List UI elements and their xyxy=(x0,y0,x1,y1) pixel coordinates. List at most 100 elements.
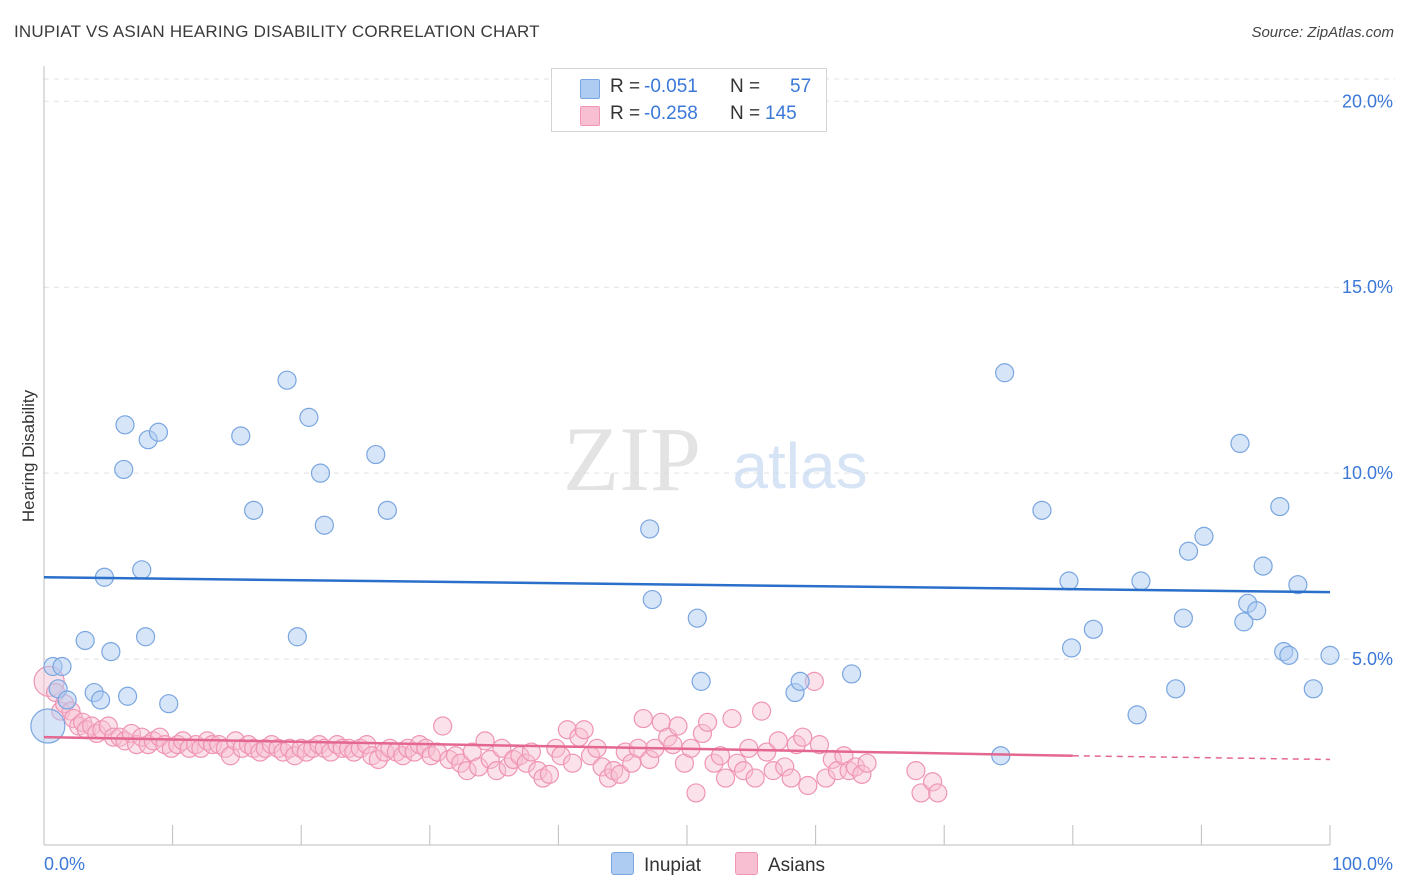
point-inupiat xyxy=(135,627,156,647)
trend-line-inupiat xyxy=(43,576,1331,594)
point-inupiat xyxy=(57,690,77,710)
point-asians xyxy=(852,764,872,784)
point-asians xyxy=(475,731,495,751)
point-asians xyxy=(516,753,536,773)
point-inupiat xyxy=(1194,526,1214,546)
point-inupiat xyxy=(642,589,662,610)
trend-line-asians-extension xyxy=(1072,755,1331,761)
point-asians xyxy=(768,731,788,751)
point-asians xyxy=(722,708,742,729)
legend-n-value: 57 xyxy=(790,76,812,97)
point-inupiat xyxy=(640,519,660,539)
point-asians xyxy=(727,753,747,773)
point-asians xyxy=(786,735,806,755)
point-asians xyxy=(663,735,683,755)
point-inupiat xyxy=(117,686,138,706)
legend-row-inupiat: R = -0.051 N = 57 xyxy=(552,74,826,102)
point-asians xyxy=(457,761,477,781)
trend-line-asians xyxy=(43,735,1073,758)
series-inupiat xyxy=(30,363,1340,766)
point-inupiat xyxy=(995,363,1015,383)
point-asians xyxy=(928,783,948,803)
point-inupiat xyxy=(310,463,331,483)
point-inupiat xyxy=(790,671,810,691)
x-tick-label: 100.0% xyxy=(1332,854,1393,874)
point-asians xyxy=(250,742,270,762)
legend-row-asians: R = -0.258 N = 145 xyxy=(552,101,826,129)
point-asians xyxy=(562,753,583,773)
point-asians xyxy=(798,775,818,796)
point-asians xyxy=(268,738,288,758)
point-inupiat xyxy=(299,407,319,427)
point-asians xyxy=(521,742,541,762)
legend-r-label: R = xyxy=(610,103,641,124)
point-inupiat xyxy=(1131,571,1151,591)
legend-n-label: N = xyxy=(730,76,761,97)
point-inupiat xyxy=(1279,645,1299,665)
point-asians xyxy=(557,720,578,740)
point-asians xyxy=(592,757,612,777)
point-asians xyxy=(733,761,754,781)
point-inupiat xyxy=(114,459,134,480)
source-label: Source: ZipAtlas.com xyxy=(1251,24,1394,41)
point-asians xyxy=(469,757,489,777)
point-asians xyxy=(745,768,765,788)
point-asians xyxy=(809,735,830,755)
point-asians xyxy=(857,753,877,773)
point-asians xyxy=(763,761,783,781)
point-asians xyxy=(781,768,801,788)
y-tick-label: 10.0% xyxy=(1342,463,1393,483)
legend-box: R = -0.051 N = 57 R = -0.258 N = 145 xyxy=(551,68,827,132)
point-inupiat xyxy=(244,500,264,520)
point-inupiat xyxy=(1127,705,1147,725)
point-asians xyxy=(433,716,453,736)
point-asians xyxy=(480,749,500,770)
point-inupiat xyxy=(1173,608,1193,628)
y-tick-label: 5.0% xyxy=(1352,649,1393,669)
chart-title: INUPIAT VS ASIAN HEARING DISABILITY CORR… xyxy=(14,22,540,41)
point-asians xyxy=(923,772,943,792)
y-tick-label: 15.0% xyxy=(1342,277,1393,297)
point-asians xyxy=(640,749,660,770)
point-asians xyxy=(539,764,559,784)
point-asians xyxy=(715,768,736,788)
bottom-legend-label-asians: Asians xyxy=(768,855,826,876)
point-asians xyxy=(710,746,731,766)
point-asians xyxy=(911,783,931,803)
point-inupiat xyxy=(132,560,152,580)
point-asians xyxy=(633,708,653,729)
bottom-legend-asians: Asians xyxy=(735,852,825,877)
point-asians xyxy=(451,753,471,773)
bottom-legend-swatch-asians xyxy=(735,852,758,875)
legend-swatch-asians xyxy=(580,106,600,126)
bottom-legend-swatch-inupiat xyxy=(611,852,634,875)
point-inupiat xyxy=(1166,679,1186,699)
point-asians xyxy=(845,757,866,777)
point-inupiat xyxy=(1061,638,1082,658)
point-asians xyxy=(487,761,507,781)
point-inupiat xyxy=(1178,541,1199,561)
point-inupiat xyxy=(101,642,121,662)
point-inupiat xyxy=(277,370,297,390)
point-asians xyxy=(574,720,594,740)
point-inupiat xyxy=(287,627,307,647)
point-asians xyxy=(757,742,777,762)
point-inupiat xyxy=(1253,556,1273,576)
point-asians xyxy=(751,701,772,721)
legend-r-value: -0.051 xyxy=(644,76,698,97)
gridlines xyxy=(44,78,1395,660)
tick-labels: 5.0% 10.0% 15.0% 20.0% 0.0% 100.0% xyxy=(44,91,1393,874)
point-inupiat xyxy=(366,444,386,465)
point-inupiat xyxy=(691,671,711,691)
watermark-atlas: atlas xyxy=(732,430,867,502)
y-tick-label: 20.0% xyxy=(1342,91,1393,111)
watermark-zip: ZIP xyxy=(563,408,701,510)
point-asians xyxy=(686,783,706,803)
series-asians xyxy=(33,665,948,803)
point-inupiat xyxy=(1303,679,1323,699)
point-inupiat xyxy=(148,422,169,442)
point-asians xyxy=(739,738,759,758)
point-inupiat xyxy=(1247,601,1267,621)
point-asians xyxy=(610,764,630,784)
